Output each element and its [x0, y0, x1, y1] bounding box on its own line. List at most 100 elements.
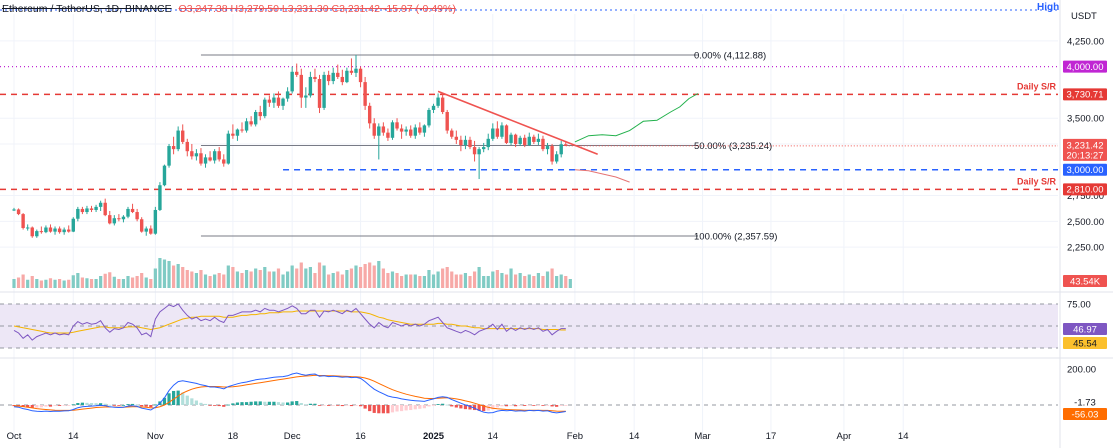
candle-body[interactable] — [304, 95, 308, 98]
candle-body[interactable] — [523, 137, 527, 146]
candle-body[interactable] — [263, 99, 267, 117]
candle-body[interactable] — [390, 122, 395, 138]
candle-body[interactable] — [299, 74, 303, 98]
candle-body[interactable] — [486, 138, 490, 148]
candle-body[interactable] — [258, 112, 262, 117]
candle-body[interactable] — [217, 151, 221, 160]
candle-body[interactable] — [80, 208, 85, 213]
candle-body[interactable] — [39, 231, 44, 233]
candle-body[interactable] — [454, 136, 459, 140]
candle-body[interactable] — [481, 147, 486, 150]
candle-body[interactable] — [267, 99, 272, 103]
candle-body[interactable] — [12, 209, 16, 211]
candle-body[interactable] — [372, 123, 376, 136]
candle-body[interactable] — [135, 212, 139, 220]
candle-body[interactable] — [162, 165, 167, 186]
candle-body[interactable] — [181, 130, 185, 142]
candle-body[interactable] — [285, 91, 290, 99]
candle-body[interactable] — [308, 76, 313, 96]
candle-body[interactable] — [513, 134, 518, 144]
candle-body[interactable] — [25, 227, 30, 229]
candle-body[interactable] — [149, 228, 153, 234]
candle-body[interactable] — [445, 112, 449, 131]
candle-body[interactable] — [67, 229, 71, 232]
candle-body[interactable] — [495, 128, 500, 137]
candle-body[interactable] — [231, 133, 235, 136]
candle-body[interactable] — [313, 76, 317, 80]
candle-body[interactable] — [504, 125, 509, 143]
candle-body[interactable] — [440, 97, 445, 113]
candle-body[interactable] — [545, 146, 550, 150]
candle-body[interactable] — [167, 146, 171, 166]
candle-body[interactable] — [427, 109, 431, 126]
candle-body[interactable] — [139, 219, 144, 232]
candle-body[interactable] — [276, 97, 281, 106]
bullish-projection-path[interactable] — [574, 93, 699, 143]
candle-body[interactable] — [176, 130, 180, 150]
candle-body[interactable] — [94, 206, 98, 210]
candle-body[interactable] — [89, 208, 94, 210]
candle-body[interactable] — [253, 112, 258, 125]
candle-body[interactable] — [112, 218, 117, 224]
candle-body[interactable] — [527, 136, 531, 146]
candle-body[interactable] — [491, 128, 495, 139]
candle-body[interactable] — [71, 218, 75, 232]
candle-body[interactable] — [244, 121, 249, 131]
candle-body[interactable] — [48, 227, 53, 232]
candle-body[interactable] — [331, 72, 335, 82]
candle-body[interactable] — [564, 144, 568, 146]
candle-body[interactable] — [85, 208, 89, 213]
candle-body[interactable] — [340, 76, 345, 83]
candle-body[interactable] — [281, 98, 285, 106]
candle-body[interactable] — [153, 209, 158, 234]
candle-body[interactable] — [386, 132, 390, 138]
candle-body[interactable] — [532, 136, 536, 142]
candle-body[interactable] — [240, 129, 244, 131]
candle-body[interactable] — [413, 127, 417, 136]
bearish-projection-path[interactable] — [574, 169, 630, 183]
candle-body[interactable] — [98, 202, 103, 207]
candle-body[interactable] — [222, 159, 226, 164]
candle-body[interactable] — [57, 228, 62, 233]
candle-body[interactable] — [550, 146, 554, 162]
candle-body[interactable] — [422, 125, 427, 133]
candle-body[interactable] — [459, 139, 463, 146]
candle-body[interactable] — [363, 82, 367, 106]
candle-body[interactable] — [16, 209, 21, 215]
candle-body[interactable] — [345, 70, 349, 83]
candle-body[interactable] — [541, 138, 545, 150]
candle-body[interactable] — [76, 208, 80, 219]
candle-body[interactable] — [21, 214, 25, 229]
symbol-title[interactable]: Ethereum / TetherUS, 1D, BINANCE — [2, 3, 172, 15]
candle-body[interactable] — [326, 74, 331, 82]
candle-body[interactable] — [295, 71, 299, 75]
candle-body[interactable] — [194, 153, 199, 157]
candle-body[interactable] — [62, 229, 66, 233]
candle-body[interactable] — [358, 68, 363, 83]
candle-body[interactable] — [450, 130, 454, 137]
candle-body[interactable] — [144, 228, 148, 232]
candle-body[interactable] — [185, 141, 189, 152]
candle-body[interactable] — [336, 72, 340, 77]
candle-body[interactable] — [121, 216, 126, 220]
candle-body[interactable] — [559, 144, 563, 155]
candle-body[interactable] — [117, 218, 121, 220]
candle-body[interactable] — [212, 151, 217, 161]
candle-body[interactable] — [35, 231, 39, 237]
candle-body[interactable] — [377, 126, 381, 136]
candle-body[interactable] — [190, 151, 194, 157]
candle-body[interactable] — [158, 185, 162, 210]
candle-body[interactable] — [409, 129, 413, 136]
candle-body[interactable] — [317, 79, 322, 108]
candle-body[interactable] — [30, 227, 34, 237]
candle-body[interactable] — [554, 154, 559, 162]
candle-body[interactable] — [418, 127, 422, 133]
candle-body[interactable] — [477, 149, 481, 155]
descending-trendline[interactable] — [437, 90, 598, 156]
candle-body[interactable] — [500, 125, 504, 137]
candle-body[interactable] — [226, 133, 231, 164]
candle-body[interactable] — [322, 74, 326, 108]
candle-body[interactable] — [354, 68, 358, 73]
candle-body[interactable] — [518, 137, 522, 144]
